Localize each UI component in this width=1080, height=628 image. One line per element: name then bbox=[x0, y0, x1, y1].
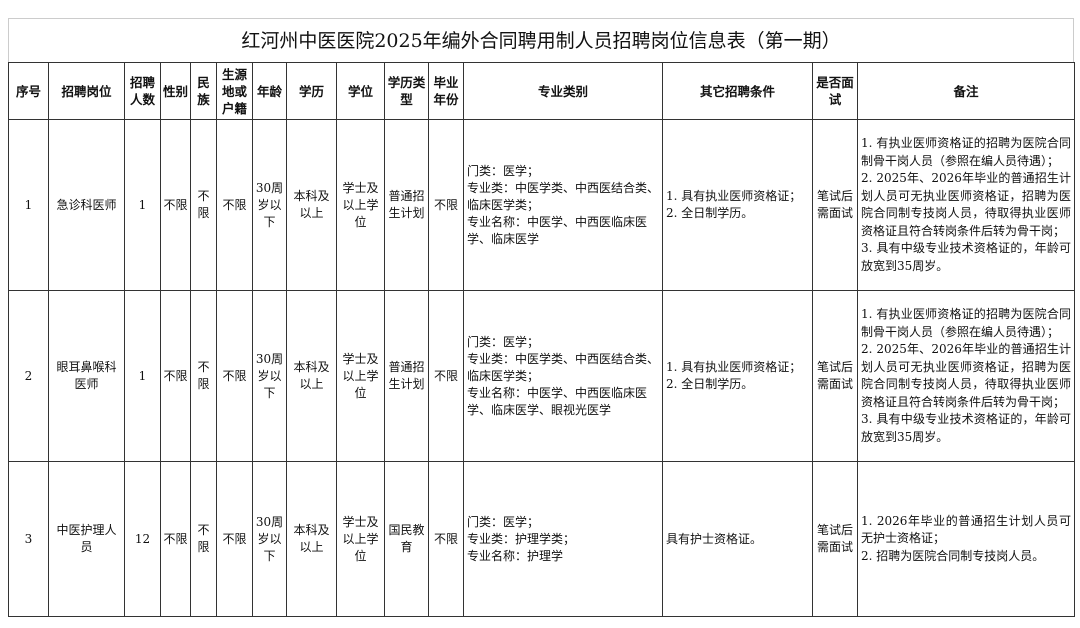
cell-education: 本科及以上 bbox=[286, 119, 337, 291]
table-row: 1 急诊科医师 1 不限 不限 不限 30周岁以下 本科及以上 学士及以上学位 普通招生计划 不限门… bbox=[8, 119, 1075, 291]
cell-gender: 不限 bbox=[160, 119, 191, 291]
cell-education: 本科及以上 bbox=[286, 290, 337, 462]
cell-interview: 笔试后需面试 bbox=[812, 461, 858, 617]
cell-age: 30周岁以下 bbox=[252, 119, 287, 291]
cell-ethnicity: 不限 bbox=[190, 119, 217, 291]
cell-no: 2 bbox=[8, 290, 49, 462]
cell-major: 门类：医学； 专业类：中医学类、中西医结合类、临床医学类； 专业名称：中医学、中… bbox=[463, 119, 663, 291]
cell-other: 1. 具有执业医师资格证； 2. 全日制学历。 bbox=[662, 119, 813, 291]
cell-edu-type: 国民教育 bbox=[384, 461, 429, 617]
cell-edu-type: 普通招生计划 bbox=[384, 290, 429, 462]
cell-grad-year: 不限 bbox=[428, 290, 464, 462]
cell-position: 眼耳鼻喉科医师 bbox=[48, 290, 125, 462]
cell-position: 中医护理人员 bbox=[48, 461, 125, 617]
column-header: 备注 bbox=[857, 62, 1075, 120]
cell-position: 急诊科医师 bbox=[48, 119, 125, 291]
cell-origin: 不限 bbox=[216, 119, 253, 291]
cell-count: 12 bbox=[124, 461, 161, 617]
column-header: 学位 bbox=[336, 62, 385, 120]
cell-other: 1. 具有执业医师资格证； 2. 全日制学历。 bbox=[662, 290, 813, 462]
cell-notes: 1. 2026年毕业的普通招生计划人员可无护士资格证； 2. 招聘为医院合同制专… bbox=[857, 461, 1075, 617]
cell-gender: 不限 bbox=[160, 290, 191, 462]
cell-other: 具有护士资格证。 bbox=[662, 461, 813, 617]
column-header: 招聘人数 bbox=[124, 62, 161, 120]
cell-edu-type: 普通招生计划 bbox=[384, 119, 429, 291]
cell-no: 1 bbox=[8, 119, 49, 291]
cell-degree: 学士及以上学位 bbox=[336, 290, 385, 462]
cell-origin: 不限 bbox=[216, 461, 253, 617]
recruitment-document: 红河州中医医院2025年编外合同聘用制人员招聘岗位信息表（第一期） 序号 招聘岗位… bbox=[8, 18, 1075, 617]
cell-interview: 笔试后需面试 bbox=[812, 119, 858, 291]
positions-table: 序号 招聘岗位 招聘人数 性别 民族 生源地或户籍 年龄 学历 学位 学历类型 毕业年份 专业类别 其它… bbox=[8, 62, 1075, 617]
column-header: 毕业年份 bbox=[428, 62, 464, 120]
cell-notes: 1. 有执业医师资格证的招聘为医院合同制骨干岗人员（参照在编人员待遇）； 2. … bbox=[857, 290, 1075, 462]
column-header: 专业类别 bbox=[463, 62, 663, 120]
column-header: 其它招聘条件 bbox=[662, 62, 813, 120]
cell-origin: 不限 bbox=[216, 290, 253, 462]
column-header: 序号 bbox=[8, 62, 49, 120]
column-header: 招聘岗位 bbox=[48, 62, 125, 120]
cell-grad-year: 不限 bbox=[428, 461, 464, 617]
cell-major: 门类：医学； 专业类：中医学类、中西医结合类、临床医学类； 专业名称：中医学、中… bbox=[463, 290, 663, 462]
cell-ethnicity: 不限 bbox=[190, 461, 217, 617]
column-header: 性别 bbox=[160, 62, 191, 120]
column-header: 学历类型 bbox=[384, 62, 429, 120]
cell-gender: 不限 bbox=[160, 461, 191, 617]
column-header: 年龄 bbox=[252, 62, 287, 120]
cell-interview: 笔试后需面试 bbox=[812, 290, 858, 462]
page-title: 红河州中医医院2025年编外合同聘用制人员招聘岗位信息表（第一期） bbox=[8, 18, 1074, 62]
column-header: 学历 bbox=[286, 62, 337, 120]
table-row: 3 中医护理人员 12 不限 不限 不限 30周岁以下 本科及以上 学士及以上学位 国民教育 不限门… bbox=[8, 461, 1075, 617]
cell-age: 30周岁以下 bbox=[252, 290, 287, 462]
cell-ethnicity: 不限 bbox=[190, 290, 217, 462]
cell-count: 1 bbox=[124, 290, 161, 462]
cell-no: 3 bbox=[8, 461, 49, 617]
column-header: 民族 bbox=[190, 62, 217, 120]
column-header: 生源地或户籍 bbox=[216, 62, 253, 120]
cell-major: 门类：医学； 专业类：护理学类； 专业名称：护理学 bbox=[463, 461, 663, 617]
table-row: 2 眼耳鼻喉科医师 1 不限 不限 不限 30周岁以下 本科及以上 学士及以上学位 普通招生计划不… bbox=[8, 290, 1075, 462]
cell-degree: 学士及以上学位 bbox=[336, 461, 385, 617]
cell-grad-year: 不限 bbox=[428, 119, 464, 291]
header-row: 序号 招聘岗位 招聘人数 性别 民族 生源地或户籍 年龄 学历 学位 学历类型 毕业年份 专业类别 其它… bbox=[8, 62, 1075, 120]
cell-age: 30周岁以下 bbox=[252, 461, 287, 617]
cell-count: 1 bbox=[124, 119, 161, 291]
cell-degree: 学士及以上学位 bbox=[336, 119, 385, 291]
cell-notes: 1. 有执业医师资格证的招聘为医院合同制骨干岗人员（参照在编人员待遇）； 2. … bbox=[857, 119, 1075, 291]
cell-education: 本科及以上 bbox=[286, 461, 337, 617]
column-header: 是否面试 bbox=[812, 62, 858, 120]
